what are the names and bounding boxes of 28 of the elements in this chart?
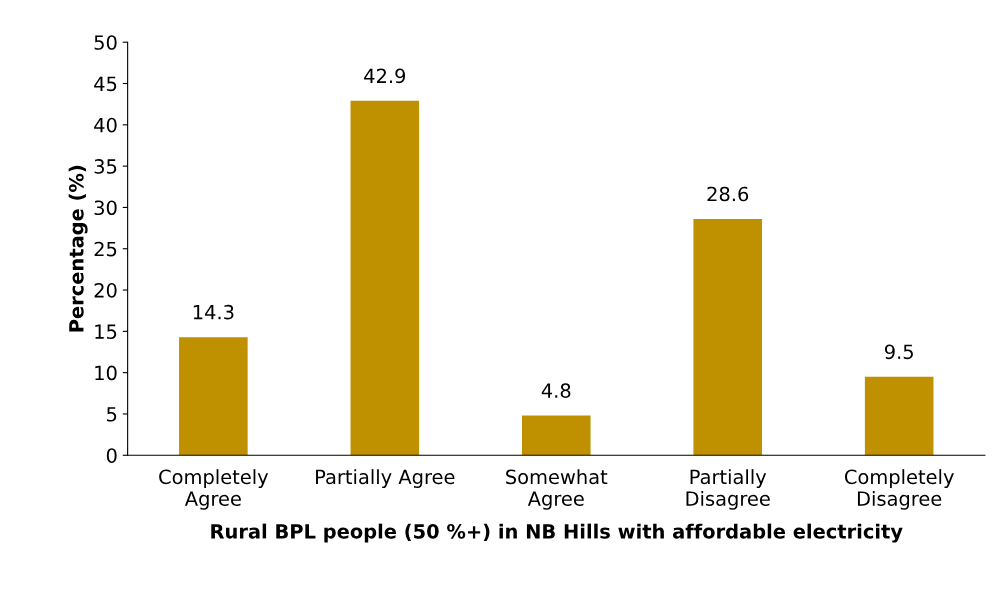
data-label: 14.3 [193, 304, 234, 320]
bar [864, 376, 934, 456]
x-axis-title: Rural BPL people (50 %+) in NB Hills with affordable electricity [211, 523, 903, 543]
x-tick-label: Somewhat Agree [506, 469, 608, 510]
y-tick-label: 5 [107, 407, 117, 422]
y-tick-label: 50 [94, 35, 117, 50]
y-tick-label: 0 [106, 448, 117, 463]
x-tick-label: Partially Disagree [686, 469, 770, 510]
x-tick-label: Completely Agree [159, 469, 269, 510]
y-tick-label: 15 [95, 324, 117, 340]
data-label: 28.6 [707, 186, 749, 202]
y-tick-label: 25 [94, 241, 117, 257]
bar [350, 100, 420, 456]
x-tick-label: Completely Disagree [844, 469, 954, 510]
data-label: 4.8 [541, 383, 571, 398]
data-label: 42.9 [364, 68, 406, 84]
bar [521, 415, 591, 456]
x-tick-label: Partially Agree [316, 469, 455, 488]
bar [693, 219, 763, 456]
y-tick-label: 45 [94, 76, 117, 92]
y-tick-label: 10 [95, 365, 117, 381]
bar [179, 337, 248, 456]
y-tick-label: 35 [94, 159, 117, 174]
y-axis-title: Percentage (%) [68, 165, 88, 332]
y-tick-label: 30 [94, 200, 117, 216]
y-tick-label: 20 [94, 283, 117, 298]
data-label: 9.5 [884, 344, 913, 360]
y-tick-label: 40 [94, 117, 117, 133]
